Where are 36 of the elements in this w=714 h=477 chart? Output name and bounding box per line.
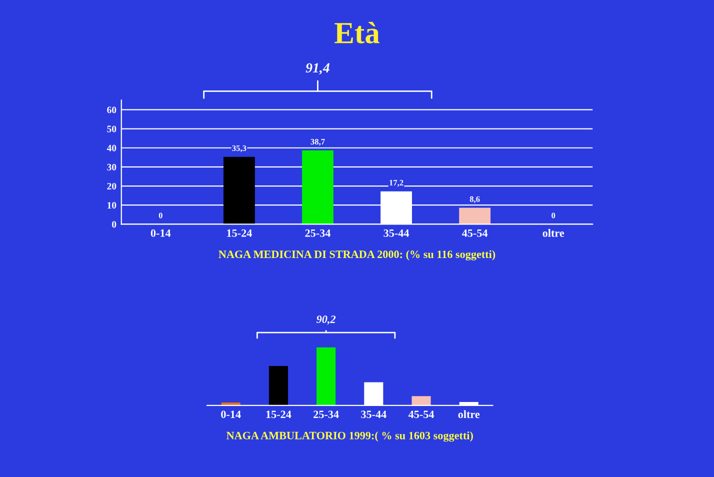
bar	[459, 208, 491, 224]
x-tick-label: 25-34	[314, 410, 339, 418]
x-tick-label: 45-54	[408, 410, 434, 418]
x-tick-label: oltre	[458, 410, 480, 418]
x-tick-label: oltre	[542, 229, 564, 237]
data-label: 0	[552, 212, 556, 218]
y-tick-label: 0	[112, 221, 116, 228]
x-axis-title: NAGA MEDICINA DI STRADA 2000: (% su 116 soggetti)	[218, 250, 496, 260]
y-tick-label: 50	[107, 126, 116, 132]
y-tick-label: 60	[107, 106, 116, 114]
x-tick-label: 45-54	[462, 229, 488, 237]
data-label: 8,6	[470, 196, 480, 204]
text: 91,4	[306, 63, 330, 75]
bar	[412, 396, 431, 406]
bar	[223, 156, 255, 224]
bar	[302, 150, 334, 224]
bar	[268, 366, 288, 406]
x-tick-label: 35-44	[384, 229, 410, 237]
bar	[316, 347, 336, 406]
x-tick-label: 35-44	[361, 410, 386, 418]
chart-title: Età	[334, 22, 380, 44]
y-tick-label: 10	[108, 202, 116, 209]
x-tick-label: 15-24	[227, 229, 252, 237]
x-tick-label: 15-24	[266, 410, 292, 418]
y-tick-label: 20	[107, 182, 116, 190]
y-tick-label: 40	[106, 144, 116, 152]
text: 90,2	[316, 316, 336, 325]
x-tick-label: 25-34	[305, 229, 330, 237]
data-label: 38,7	[310, 138, 325, 146]
data-label: 35,3	[232, 145, 246, 152]
x-tick-label: 0-14	[150, 229, 171, 237]
data-label: 0	[158, 212, 162, 218]
x-tick-label: 0-14	[221, 410, 241, 418]
data-label: 17,2	[390, 180, 404, 187]
y-tick-label: 30	[107, 164, 116, 170]
x-axis-title: NAGA AMBULATORIO 1999:( % su 1603 soggetti)	[226, 432, 473, 442]
